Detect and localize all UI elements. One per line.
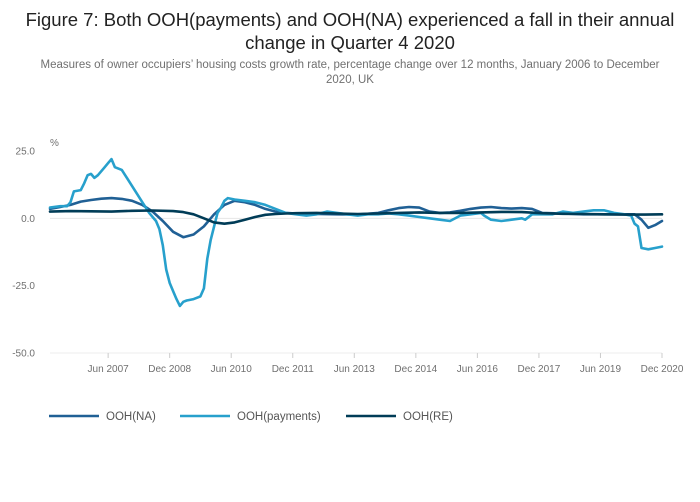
y-tick-label: -50.0 xyxy=(12,349,35,360)
x-tick-label: Jun 2016 xyxy=(457,364,499,375)
series-line-ooh-na xyxy=(48,196,664,239)
x-tick-label: Dec 2011 xyxy=(272,364,315,375)
x-tick-label: Dec 2008 xyxy=(148,364,191,375)
x-tick-label: Dec 2017 xyxy=(518,364,561,375)
y-axis: 25.0 0.0 -25.0 -50.0 xyxy=(12,147,662,360)
x-axis: Jun 2007 Dec 2008 Jun 2010 Dec 2011 Jun 2013… xyxy=(50,352,684,375)
x-tick-label: Jun 2013 xyxy=(334,364,376,375)
legend: OOH(NA) OOH(payments) OOH(RE) xyxy=(49,411,453,423)
legend-label: OOH(NA) xyxy=(106,411,156,423)
x-tick-label: Dec 2014 xyxy=(394,364,437,375)
series-line-ooh-payments xyxy=(48,157,664,308)
x-tick-label: Jun 2007 xyxy=(88,364,130,375)
chart-title: Figure 7: Both OOH(payments) and OOH(NA)… xyxy=(25,9,675,53)
y-tick-label: 0.0 xyxy=(21,214,35,225)
legend-label: OOH(RE) xyxy=(403,411,453,423)
y-tick-label: 25.0 xyxy=(16,147,36,158)
y-axis-label: % xyxy=(50,138,59,149)
x-tick-label: Jun 2010 xyxy=(211,364,253,375)
chart-subtitle: Measures of owner occupiers’ housing cos… xyxy=(40,59,660,86)
y-tick-label: -25.0 xyxy=(12,281,35,292)
series-lines xyxy=(48,157,664,308)
series-line-ooh-re xyxy=(48,209,664,225)
x-tick-label: Jun 2019 xyxy=(580,364,622,375)
legend-label: OOH(payments) xyxy=(237,411,321,423)
x-tick-label: Dec 2020 xyxy=(641,364,684,375)
